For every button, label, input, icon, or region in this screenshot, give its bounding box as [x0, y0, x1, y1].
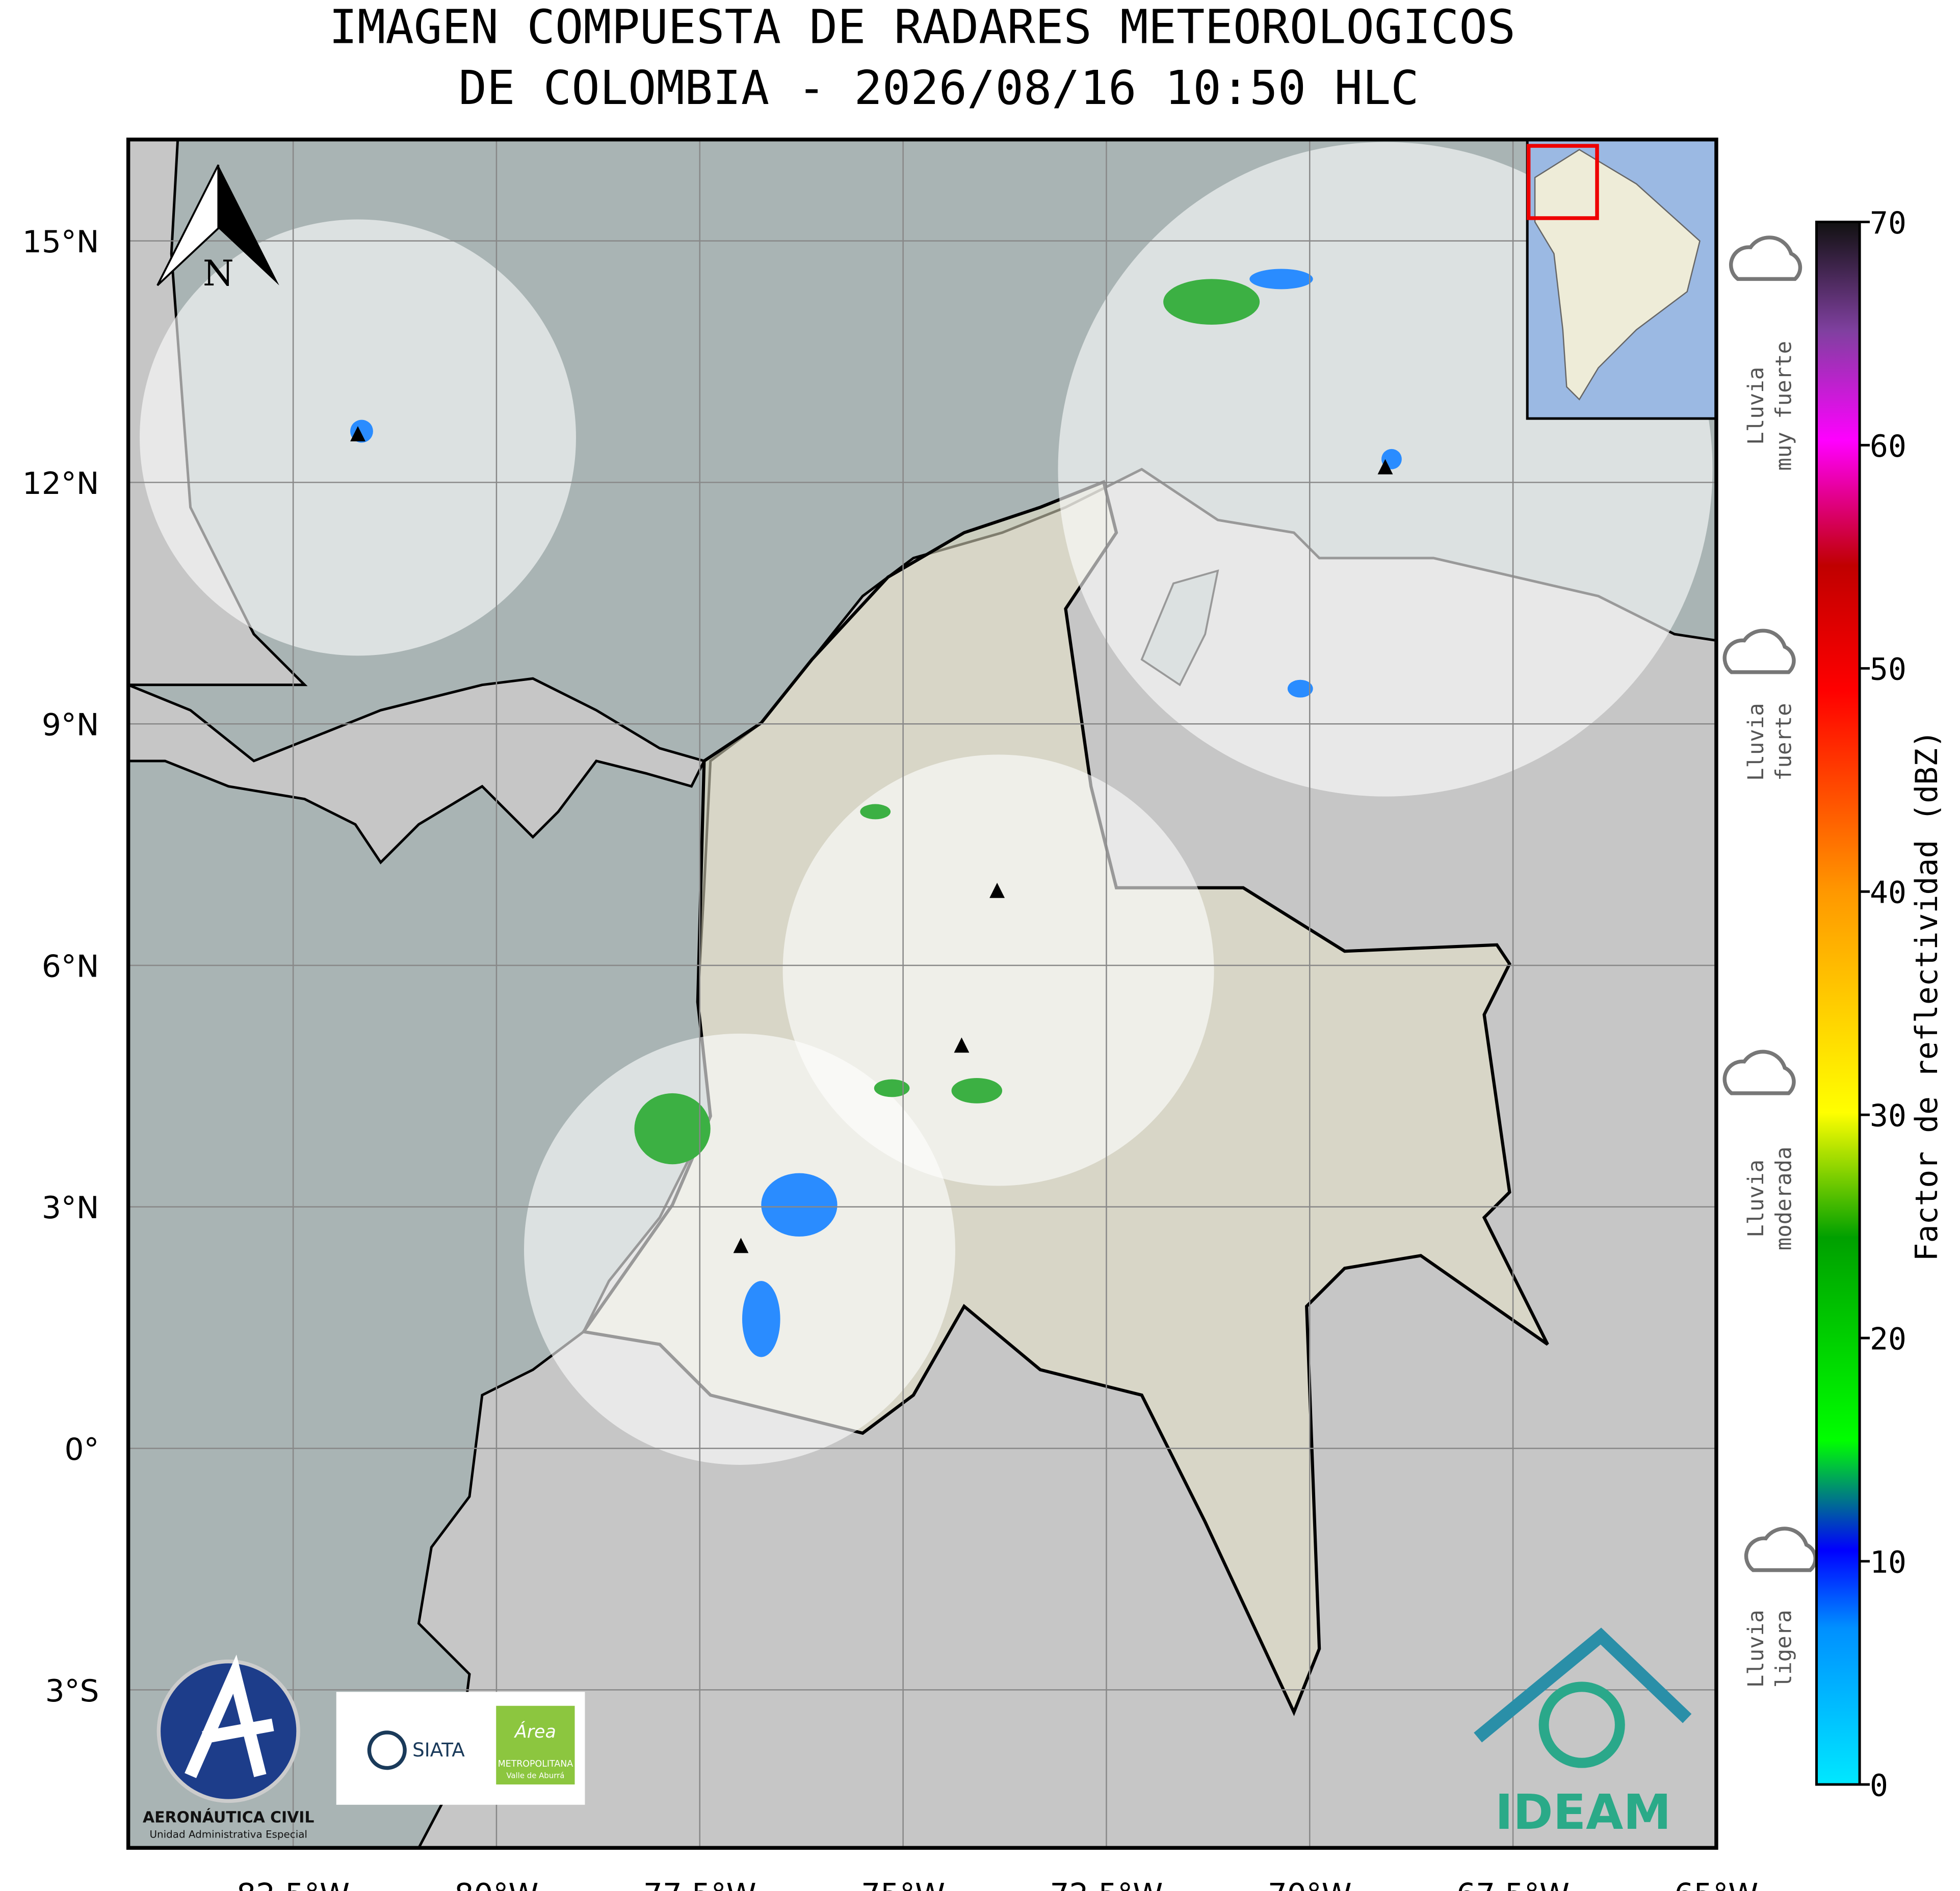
- lat-tick-label: 0°: [65, 1432, 99, 1467]
- colorbar-tick-label: 70: [1870, 206, 1906, 241]
- colorbar-tick-label: 50: [1870, 652, 1906, 688]
- rain-class-label: Lluvia: [1743, 703, 1768, 781]
- map-frame: [126, 137, 1718, 1850]
- colorbar-tick-label: 0: [1870, 1768, 1888, 1803]
- logo-siata-area: SIATA Área METROPOLITANA Valle de Aburrá: [336, 1692, 585, 1805]
- logo-text: SIATA: [412, 1739, 465, 1761]
- lon-tick-label: 75°W: [861, 1877, 945, 1891]
- lat-tick-label: 15°N: [22, 225, 99, 260]
- colorbar-ticks: 0 10 20 30 40 50 60 70: [1860, 206, 1906, 1803]
- colorbar: [1815, 220, 1861, 1786]
- rain-class-label: Lluvia: [1743, 1160, 1768, 1238]
- map: N AERONÁUTICA CIVIL Unidad Administrativ…: [128, 139, 1716, 1848]
- logo-text: AERONÁUTICA CIVIL: [143, 1808, 314, 1827]
- colorbar-tick-label: 20: [1870, 1322, 1906, 1357]
- logo-text: Valle de Aburrá: [506, 1771, 564, 1780]
- rain-class-label: Lluvia: [1743, 367, 1768, 445]
- lat-tick-label: 6°N: [42, 949, 99, 984]
- inset-map: [1526, 139, 1716, 420]
- logo-text: METROPOLITANA: [498, 1759, 573, 1769]
- lat-tick-label: 3°S: [45, 1674, 99, 1709]
- north-label: N: [203, 253, 234, 294]
- colorbar-tick-label: 30: [1870, 1099, 1906, 1134]
- logo-ideam: IDEAM: [1474, 1627, 1692, 1841]
- logo-aerocivil: AERONÁUTICA CIVIL Unidad Administrativa …: [143, 1654, 314, 1840]
- lon-tick-label: 70°W: [1268, 1877, 1352, 1891]
- colorbar-tick-label: 10: [1870, 1545, 1906, 1580]
- lon-tick-label: 82.5°W: [237, 1877, 350, 1891]
- title-line: DE COLOMBIA - 2026/08/16 10:50 HLC: [459, 61, 1419, 115]
- logo-text: Unidad Administrativa Especial: [149, 1828, 307, 1840]
- lat-tick-label: 12°N: [22, 466, 99, 502]
- lat-tick-label: 9°N: [42, 708, 99, 743]
- rain-class-label: moderada: [1771, 1147, 1796, 1251]
- radar-sites: [350, 426, 1393, 1253]
- lat-tick-label: 3°N: [42, 1191, 99, 1226]
- radar-echoes: [350, 269, 1402, 1357]
- colorbar-tick-label: 40: [1870, 876, 1906, 911]
- rain-class-label: Lluvia: [1743, 1610, 1768, 1688]
- rain-class-label: fuerte: [1771, 703, 1796, 781]
- rain-class-label: ligera: [1771, 1610, 1796, 1688]
- graticule: [128, 139, 1716, 1848]
- lon-tick-label: 77.5°W: [643, 1877, 756, 1891]
- lon-tick-label: 80°W: [455, 1877, 539, 1891]
- lon-tick-label: 65°W: [1674, 1877, 1758, 1891]
- title-line: IMAGEN COMPUESTA DE RADARES METEOROLOGIC…: [329, 0, 1516, 55]
- lon-tick-label: 67.5°W: [1456, 1877, 1570, 1891]
- logo-text: IDEAM: [1495, 1784, 1671, 1841]
- rain-class-label: muy fuerte: [1771, 341, 1796, 471]
- colorbar-label: Factor de reflectividad (dBZ): [1910, 730, 1945, 1261]
- logo-text: Área: [514, 1721, 556, 1742]
- lon-tick-label: 72.5°W: [1050, 1877, 1163, 1891]
- colorbar-tick-label: 60: [1870, 429, 1906, 464]
